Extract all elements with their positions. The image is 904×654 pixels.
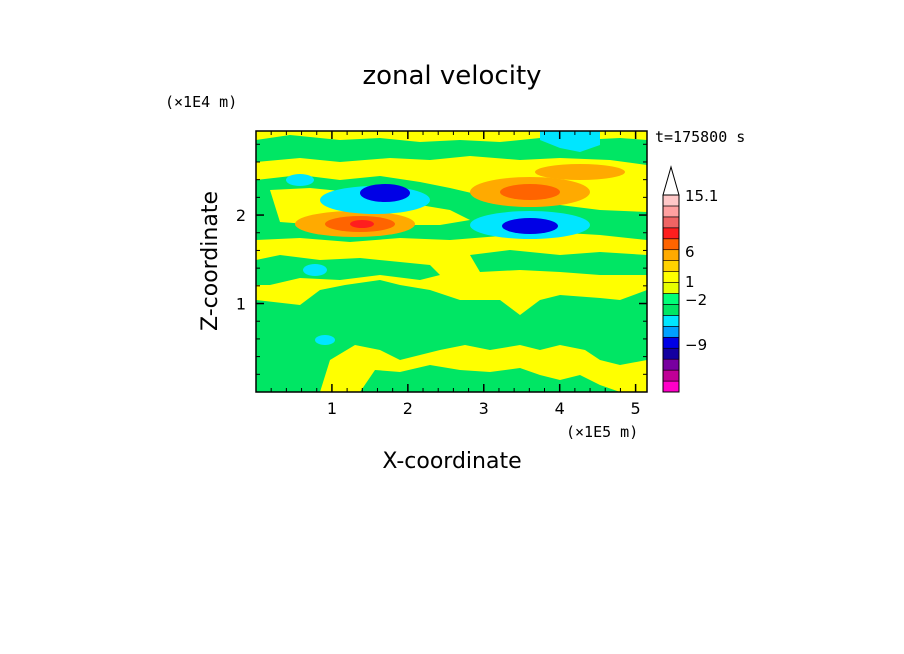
colorbar-swatch [662,249,680,261]
colorbar-label: 15.1 [685,187,718,205]
x-axis: 1 2 3 4 5 [270,131,641,418]
colorbar-label: −9 [685,336,707,354]
x-tick-label: 2 [403,399,413,418]
plot-frame [255,130,648,393]
colorbar-swatch [662,216,680,229]
colorbar-swatch [662,380,680,393]
colorbar-swatch [662,347,680,360]
y-tick-label: 1 [236,295,246,314]
orange-jet-right-core [500,184,560,200]
colorbar-swatch [662,260,680,272]
y-axis: 12 [236,143,647,375]
colorbar-swatch [662,304,680,316]
colorbar-swatch [662,227,680,240]
y-axis-title: Z-coordinate [198,191,223,331]
x-tick-label: 1 [327,399,337,418]
colorbar-swatch [662,194,680,207]
colorbar-swatch [662,293,680,305]
cyan-small-left [286,174,314,186]
y-tick-label: 2 [236,206,246,225]
green-mid-band-2 [470,250,647,275]
colorbar-swatch [662,282,680,294]
contour-field [256,131,647,392]
y-scale-label: (×1E4 m) [165,93,237,111]
colorbar-swatch [662,358,680,371]
colorbar-swatch [662,369,680,382]
colorbar-frame [662,194,680,393]
colorbar-swatch [662,336,680,349]
colorbar-label: 1 [685,273,695,291]
cyan-mid-patch [303,264,327,276]
x-axis-title: X-coordinate [382,449,521,474]
chart-title: zonal velocity [362,61,541,91]
cyan-lower-patch [315,335,335,345]
colorbar-swatch [662,315,680,327]
x-tick-label: 3 [479,399,489,418]
colorbar-label: 6 [685,243,695,261]
blue-left-core [360,184,410,202]
green-mid-band [256,255,440,285]
x-tick-label: 4 [555,399,565,418]
colorbar-swatch [662,271,680,283]
colorbar-swatch [662,238,680,251]
blue-right-core [502,218,558,234]
colorbar-swatch [662,205,680,218]
x-scale-label: (×1E5 m) [566,423,638,441]
green-lower-patch-2 [360,365,620,392]
colorbar-label: −2 [685,291,707,309]
colorbar: 15.1 6 1−2 −9 [662,165,718,393]
orange-band-top-right [535,164,625,180]
time-label: t=175800 s [655,128,745,146]
colorbar-swatch [662,326,680,338]
red-jet-left-core [350,220,374,228]
x-tick-label: 5 [631,399,641,418]
colorbar-extend-arrow [662,165,680,196]
cyan-top-right-patch [540,131,600,152]
